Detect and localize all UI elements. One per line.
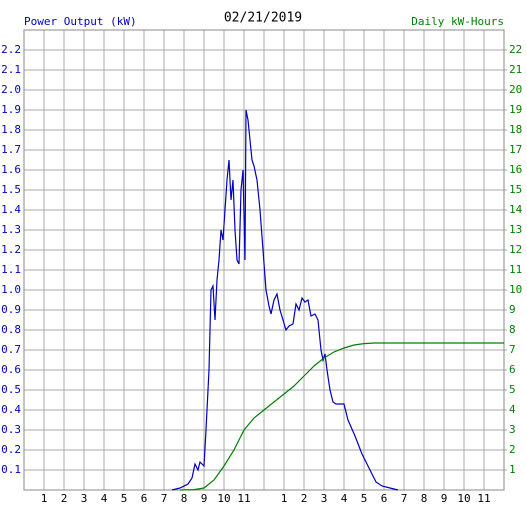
x-tick-label: 6 [141, 492, 148, 505]
y2-tick-label: 21 [509, 63, 522, 76]
x-tick-label: 6 [381, 492, 388, 505]
y2-tick-label: 17 [509, 143, 522, 156]
y-tick-label: 1.9 [1, 103, 21, 116]
y-tick-label: 2.0 [1, 83, 21, 96]
x-tick-label: 10 [217, 492, 230, 505]
y-tick-label: 1.0 [1, 283, 21, 296]
y2-tick-label: 19 [509, 103, 522, 116]
x-tick-label: 9 [441, 492, 448, 505]
x-tick-label: 3 [321, 492, 328, 505]
x-tick-label: 3 [81, 492, 88, 505]
x-tick-label: 11 [477, 492, 490, 505]
x-tick-label: 10 [457, 492, 470, 505]
y-tick-label: 0.1 [1, 463, 21, 476]
y2-tick-label: 4 [509, 403, 516, 416]
y-tick-label: 1.1 [1, 263, 21, 276]
y-axis-label: Power Output (kW) [24, 15, 137, 28]
plot-border [23, 29, 505, 491]
y-tick-label: 0.3 [1, 423, 21, 436]
y2-tick-label: 2 [509, 443, 516, 456]
y2-axis-label: Daily kW-Hours [411, 15, 504, 28]
x-tick-label: 9 [201, 492, 208, 505]
y2-tick-label: 5 [509, 383, 516, 396]
y2-tick-label: 13 [509, 223, 522, 236]
y-tick-label: 2.1 [1, 63, 21, 76]
x-tick-label: 4 [341, 492, 348, 505]
y-tick-label: 1.4 [1, 203, 21, 216]
x-tick-label: 1 [281, 492, 288, 505]
x-tick-label: 1 [41, 492, 48, 505]
y2-tick-label: 11 [509, 263, 522, 276]
y2-tick-label: 7 [509, 343, 516, 356]
y-tick-label: 1.8 [1, 123, 21, 136]
x-tick-label: 8 [181, 492, 188, 505]
y-tick-label: 1.3 [1, 223, 21, 236]
y2-tick-label: 3 [509, 423, 516, 436]
y2-tick-label: 9 [509, 303, 516, 316]
y2-tick-label: 15 [509, 183, 522, 196]
y-tick-label: 2.2 [1, 43, 21, 56]
y-tick-label: 1.5 [1, 183, 21, 196]
y2-tick-label: 14 [509, 203, 523, 216]
y2-tick-label: 6 [509, 363, 516, 376]
y2-tick-label: 22 [509, 43, 522, 56]
y2-tick-label: 18 [509, 123, 522, 136]
y-tick-label: 1.6 [1, 163, 21, 176]
y2-tick-label: 16 [509, 163, 522, 176]
y-tick-label: 0.4 [1, 403, 21, 416]
x-tick-label: 2 [61, 492, 68, 505]
y2-tick-label: 10 [509, 283, 522, 296]
x-tick-label: 5 [361, 492, 368, 505]
chart-title: 02/21/2019 [224, 11, 302, 26]
x-tick-label: 11 [237, 492, 250, 505]
y2-tick-label: 12 [509, 243, 522, 256]
y-tick-label: 0.7 [1, 343, 21, 356]
x-tick-label: 7 [161, 492, 168, 505]
y2-tick-label: 8 [509, 323, 516, 336]
series-line [171, 109, 399, 491]
y-tick-label: 0.2 [1, 443, 21, 456]
x-tick-label: 7 [401, 492, 408, 505]
series-line [179, 342, 504, 491]
x-tick-label: 5 [121, 492, 128, 505]
y-tick-label: 0.6 [1, 363, 21, 376]
y-tick-label: 0.9 [1, 303, 21, 316]
x-tick-label: 8 [421, 492, 428, 505]
y2-tick-label: 1 [509, 463, 516, 476]
y2-tick-label: 20 [509, 83, 522, 96]
y-tick-label: 1.2 [1, 243, 21, 256]
x-tick-label: 4 [101, 492, 108, 505]
y-tick-label: 0.5 [1, 383, 21, 396]
y-tick-label: 0.8 [1, 323, 21, 336]
x-tick-label: 2 [301, 492, 308, 505]
y-tick-label: 1.7 [1, 143, 21, 156]
